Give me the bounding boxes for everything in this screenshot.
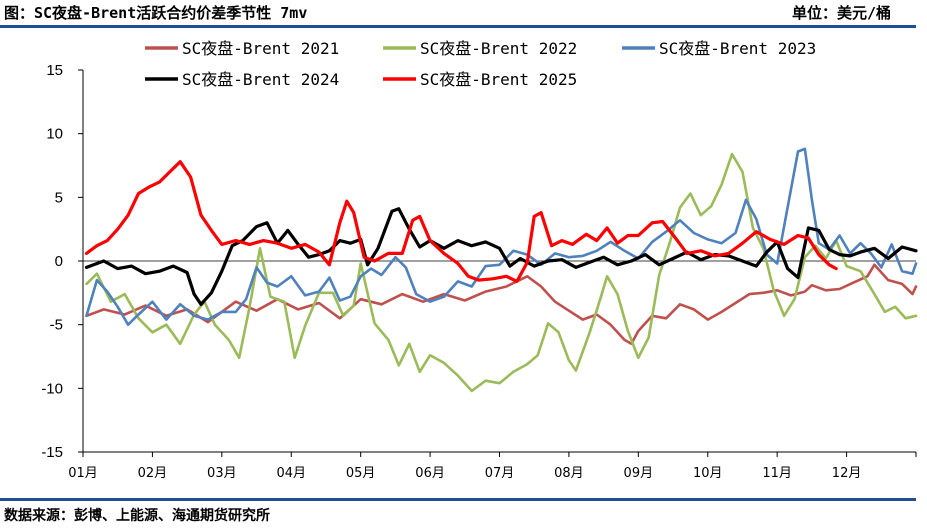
x-tick-label: 07月 xyxy=(485,466,515,481)
x-tick-label: 10月 xyxy=(693,466,723,481)
y-tick-label: 0 xyxy=(55,253,63,270)
source-note: 数据来源：彭博、上能源、海通期货研究所 xyxy=(4,508,270,524)
series-line-2023 xyxy=(85,147,918,326)
unit-label: 单位：美元/桶 xyxy=(791,4,891,22)
y-tick-label: 15 xyxy=(46,62,63,79)
x-tick-label: 11月 xyxy=(762,466,792,481)
header-rule xyxy=(0,25,916,28)
x-tick-label: 08月 xyxy=(554,466,584,481)
x-tick-label: 03月 xyxy=(207,466,237,481)
series-line-2024 xyxy=(84,207,918,306)
footer-rule xyxy=(0,498,916,501)
legend: SC夜盘-Brent 2021 SC夜盘-Brent 2022 SC夜盘-Brent… xyxy=(145,39,816,89)
chart-title: 图：SC夜盘-Brent活跃合约价差季节性 7mv xyxy=(4,4,308,22)
x-tick-label: 09月 xyxy=(624,466,654,481)
legend-label: SC夜盘-Brent 2025 xyxy=(420,70,577,89)
legend-label: SC夜盘-Brent 2021 xyxy=(182,39,339,58)
y-tick-label: 5 xyxy=(55,189,63,206)
x-tick-label: 04月 xyxy=(276,466,306,481)
legend-label: SC夜盘-Brent 2024 xyxy=(182,70,339,89)
x-tick-label: 06月 xyxy=(415,466,445,481)
series-line-2021 xyxy=(85,263,918,346)
x-tick-label: 05月 xyxy=(346,466,376,481)
y-tick-label: -15 xyxy=(41,444,63,461)
x-tick-label: 02月 xyxy=(138,466,168,481)
y-tick-label: 10 xyxy=(46,126,63,143)
axes: 15 10 5 0 -5 -10 -15 01月 02月 03月 04月 05月 06月 07月 08月 09… xyxy=(41,62,917,481)
legend-label: SC夜盘-Brent 2023 xyxy=(659,39,816,58)
series-lines xyxy=(84,147,918,393)
y-tick-label: -10 xyxy=(41,380,63,397)
x-tick-label: 12月 xyxy=(832,466,862,481)
y-tick-label: -5 xyxy=(50,317,63,334)
legend-label: SC夜盘-Brent 2022 xyxy=(420,39,577,58)
series-line-2022 xyxy=(85,152,918,393)
series-line-2025 xyxy=(84,160,838,283)
x-tick-label: 01月 xyxy=(68,466,98,481)
